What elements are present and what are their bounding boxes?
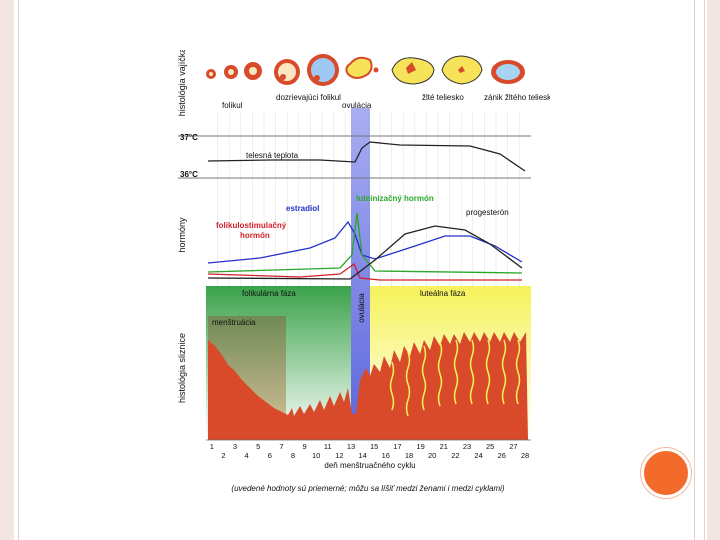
day-tick-label: 15 <box>370 442 378 451</box>
ovum-stage-label: žlté teliesko <box>422 93 464 102</box>
day-tick-label: 19 <box>416 442 424 451</box>
day-tick-label: 9 <box>303 442 307 451</box>
follicle-icon <box>244 62 262 80</box>
temperature-curve-label: telesná teplota <box>246 151 299 160</box>
orange-circle-decoration <box>641 448 691 498</box>
luteal-phase-label: luteálna fáza <box>420 289 466 298</box>
temp-37-label: 37°C <box>180 133 198 142</box>
menstrual-cycle-diagram: histológia vajíčka hormóny histológia sl… <box>177 50 550 493</box>
day-tick-label: 5 <box>256 442 260 451</box>
day-tick-label: 22 <box>451 451 459 460</box>
fsh-label-line1: folikulostimulačný <box>216 221 287 230</box>
slide-frame-left <box>0 0 14 540</box>
endometrial-glands <box>389 339 521 417</box>
histology-endometrium-label: histológia sliznice <box>177 333 187 403</box>
corpus-luteum-icon <box>441 55 483 85</box>
slide-frame-line <box>704 0 705 540</box>
day-tick-label: 14 <box>358 451 366 460</box>
ovulation-band <box>351 108 370 440</box>
day-tick-label: 26 <box>498 451 506 460</box>
day-tick-label: 24 <box>474 451 482 460</box>
day-tick-label: 3 <box>233 442 237 451</box>
day-tick-label: 10 <box>312 451 320 460</box>
ovum-stage-label: dozrievajúci folikul <box>276 93 341 102</box>
day-tick-label: 18 <box>405 451 413 460</box>
lh-curve <box>207 212 523 274</box>
estradiol-label: estradiol <box>286 204 319 213</box>
day-axis-label: deň menštruačného cyklu <box>324 461 415 470</box>
day-tick-label: 1 <box>210 442 214 451</box>
day-tick-label: 13 <box>347 442 355 451</box>
day-tick-label: 12 <box>335 451 343 460</box>
day-tick-label: 16 <box>382 451 390 460</box>
day-tick-label: 11 <box>324 442 332 451</box>
even-day-ticks: 2 4 6 8 10 12 14 16 18 20 22 24 26 28 <box>221 451 529 460</box>
odd-day-ticks: 1 3 5 7 9 11 13 15 17 19 21 23 25 27 <box>210 442 518 451</box>
fsh-label-line2: hormón <box>240 231 270 240</box>
day-tick-label: 6 <box>268 451 272 460</box>
fsh-curve <box>207 263 522 281</box>
day-tick-label: 2 <box>221 451 225 460</box>
histology-ovum-label: histológia vajíčka <box>177 50 187 116</box>
day-tick-label: 27 <box>509 442 517 451</box>
day-tick-label: 4 <box>245 451 249 460</box>
body-temperature-curve <box>207 141 526 172</box>
day-tick-label: 25 <box>486 442 494 451</box>
day-tick-label: 17 <box>393 442 401 451</box>
ovum-stage-label: zánik žltého telieska <box>484 93 550 102</box>
menstruation-label: menštruácia <box>212 318 256 327</box>
slide-frame-line <box>18 0 19 540</box>
corpus-luteum-decline-icon <box>491 60 525 84</box>
slide-frame-right <box>707 0 720 540</box>
maturing-follicle-icon <box>307 54 339 86</box>
progesterone-curve <box>207 225 523 280</box>
ovum-stage-label: ovulácia <box>342 101 372 110</box>
endometrium-layer <box>208 332 528 440</box>
day-tick-label: 28 <box>521 451 529 460</box>
ovum-stage-label: folikul <box>222 101 243 110</box>
ovulation-phase-label: ovulácia <box>357 293 366 323</box>
lh-label: luteinizačný hormón <box>356 194 434 203</box>
day-tick-label: 20 <box>428 451 436 460</box>
ovulation-icon <box>345 56 379 79</box>
follicular-phase-label: folikulárna fáza <box>242 289 296 298</box>
day-tick-label: 23 <box>463 442 471 451</box>
day-tick-label: 8 <box>291 451 295 460</box>
maturing-follicle-icon <box>274 59 300 85</box>
follicle-icon <box>224 65 238 79</box>
progesterone-label: progesterón <box>466 208 509 217</box>
day-tick-label: 7 <box>279 442 283 451</box>
hormones-label: hormóny <box>177 217 187 253</box>
slide-frame-line <box>694 0 695 540</box>
temp-36-label: 36°C <box>180 170 198 179</box>
footnote: (uvedené hodnoty sú priemerné; môžu sa l… <box>231 484 505 493</box>
day-tick-label: 21 <box>440 442 448 451</box>
follicle-icon <box>206 69 216 79</box>
corpus-luteum-icon <box>391 57 435 85</box>
